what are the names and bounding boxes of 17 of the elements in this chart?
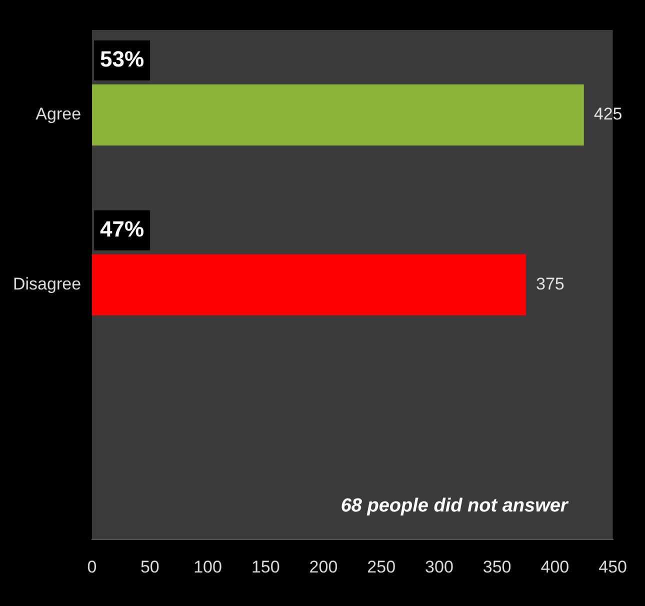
annotation: 47% — [100, 216, 144, 242]
x-tick-label: 50 — [140, 557, 160, 576]
y-tick-label: Agree — [36, 104, 82, 124]
annotation: 68 people did not answer — [340, 496, 570, 517]
y-tick-label: Disagree — [12, 274, 82, 294]
x-tick-label: 150 — [251, 557, 280, 576]
x-tick-label: 250 — [367, 557, 396, 576]
x-tick-label: 350 — [482, 557, 512, 576]
data-label: 425 — [594, 104, 622, 124]
x-tick-label: 450 — [598, 557, 628, 576]
x-tick-label: 100 — [194, 557, 222, 576]
x-tick-label: 0 — [87, 557, 97, 576]
data-label: 375 — [536, 274, 564, 294]
x-tick-label: 300 — [425, 557, 454, 576]
annotation: 53% — [100, 46, 144, 72]
x-tick-label: 200 — [309, 557, 338, 576]
x-tick-label: 400 — [540, 557, 570, 576]
